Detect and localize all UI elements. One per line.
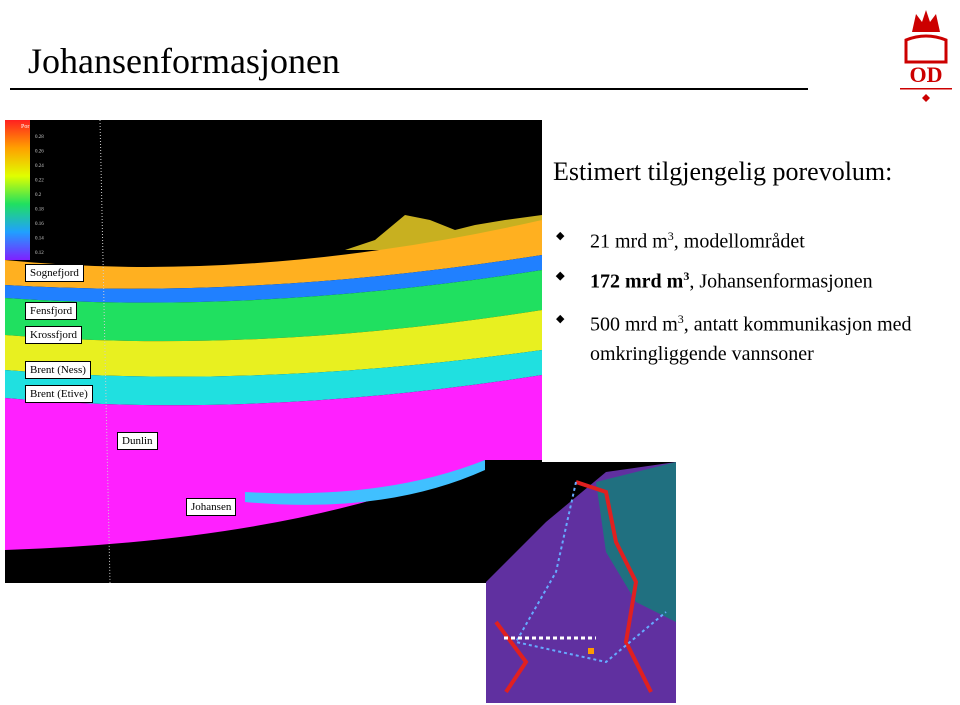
scale-labels: 0.28 0.26 0.24 0.22 0.2 0.18 0.16 0.14 0.12 [35,135,44,256]
color-scale [5,120,30,260]
well-line [99,120,111,583]
map-inset [486,462,676,703]
logo-crown [912,10,940,32]
scale-label: 0.16 [35,222,44,227]
layer-krossfjord [5,310,542,377]
scale-label: 0.18 [35,208,44,213]
bullet-text: , modellområdet [673,230,805,253]
layer-label: Dunlin [117,432,158,450]
slide-title: Johansenformasjonen [28,41,340,81]
map-high [596,462,676,622]
scale-label: 0.14 [35,237,44,242]
bullet-text: , antatt kommunikasjon med omkringliggen… [590,313,912,365]
superscript: 3 [683,269,690,283]
bullet-text: 500 mrd m [590,313,678,336]
title-rule [10,88,808,90]
layer-blue [5,255,542,303]
bullet: 21 mrd m3, modellområdet [556,222,950,257]
content-heading: Estimert tilgjengelig porevolum: [553,157,893,186]
layer-dunlin [5,375,542,550]
layer-label: Krossfjord [25,326,83,344]
layer-label: Fensfjord [25,302,78,320]
map-fault [575,480,653,693]
layer-label: Sognefjord [25,264,84,282]
layer-johansen [245,460,485,505]
scale-label: 0.2 [35,193,42,198]
layer-label: Brent (Ness) [25,361,91,379]
bullet-text: 21 mrd m [590,230,668,253]
bullet-text: , Johansenformasjonen [689,270,873,293]
scale-label: 0.26 [35,150,44,155]
layer-brent [5,350,542,406]
bullet: 500 mrd m3, antatt kommunikasjon med omk… [556,305,950,369]
scale-label: 0.24 [35,164,44,169]
logo-rule [900,88,952,90]
superscript: 3 [667,229,674,243]
scale-label: 0.28 [35,135,44,140]
cross-section: Por 0.28 0.26 0.24 0.22 0.2 0.18 0.16 0.14 0.12 [5,120,542,583]
superscript: 3 [677,312,684,326]
layer-label: Johansen [186,498,237,516]
map-well [588,648,594,654]
bullet: 172 mrd m3, Johansenformasjonen [556,262,950,297]
map-fault [494,620,529,694]
map-boundary [514,481,667,664]
scale-label: 0.12 [35,251,44,256]
scale-title: Por [21,124,29,130]
scale-label: 0.22 [35,179,44,184]
layer-sognefjord [5,220,542,289]
bullet-text: 172 mrd m [590,270,684,293]
logo-mark [904,34,948,64]
logo: OD [900,10,952,102]
logo-text: OD [910,62,943,87]
layer-label: Brent (Etive) [25,385,93,403]
layer-fensfjord [5,270,542,342]
logo-diamond [922,94,930,102]
